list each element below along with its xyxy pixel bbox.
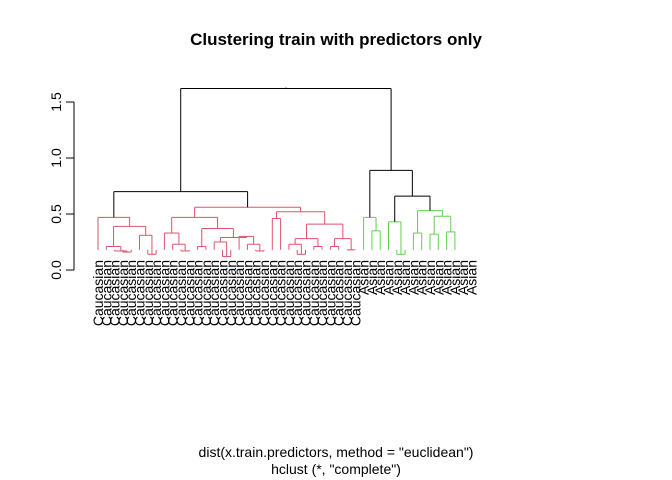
x-axis-label: dist(x.train.predictors, method = "eucli… <box>198 444 474 460</box>
leaf-label: Caucasian <box>90 260 106 326</box>
subtitle: hclust (*, "complete") <box>271 461 401 477</box>
leaf-label: Caucasian <box>223 260 239 326</box>
y-tick-label: 1.5 <box>48 92 64 112</box>
leaf-label: Asian <box>414 260 430 295</box>
leaf-label: Caucasian <box>264 260 280 326</box>
leaf-label: Caucasian <box>215 260 231 326</box>
dendrogram-tree <box>97 87 456 258</box>
leaf-label: Asian <box>447 260 463 295</box>
leaf-label: Asian <box>372 260 388 295</box>
leaf-label: Caucasian <box>289 260 305 326</box>
leaf-label: Asian <box>397 260 413 295</box>
leaf-label: Asian <box>405 260 421 295</box>
leaf-label: Caucasian <box>306 260 322 326</box>
leaf-label: Asian <box>439 260 455 295</box>
leaf-label: Caucasian <box>347 260 363 326</box>
chart-title: Clustering train with predictors only <box>190 30 482 49</box>
leaf-label: Asian <box>356 260 372 295</box>
leaf-label: Caucasian <box>190 260 206 326</box>
leaf-label: Caucasian <box>132 260 148 326</box>
leaf-label: Caucasian <box>173 260 189 326</box>
y-tick-label: 0.0 <box>48 260 64 280</box>
leaf-label: Caucasian <box>322 260 338 326</box>
y-tick-label: 0.5 <box>48 204 64 224</box>
leaf-label: Caucasian <box>165 260 181 326</box>
leaf-label: Caucasian <box>115 260 131 326</box>
leaf-label: Caucasian <box>98 260 114 326</box>
leaf-label: Asian <box>455 260 471 295</box>
leaf-label: Caucasian <box>314 260 330 326</box>
leaf-label: Caucasian <box>181 260 197 326</box>
leaf-label: Caucasian <box>231 260 247 326</box>
leaf-label: Caucasian <box>239 260 255 326</box>
leaf-label: Caucasian <box>206 260 222 326</box>
leaf-label: Asian <box>464 260 480 295</box>
leaf-label: Caucasian <box>273 260 289 326</box>
leaf-label: Caucasian <box>123 260 139 326</box>
leaf-label: Asian <box>389 260 405 295</box>
leaf-label: Caucasian <box>331 260 347 326</box>
leaf-label: Caucasian <box>281 260 297 326</box>
leaf-label: Caucasian <box>198 260 214 326</box>
leaf-label: Caucasian <box>339 260 355 326</box>
leaf-label: Caucasian <box>140 260 156 326</box>
leaf-label: Caucasian <box>248 260 264 326</box>
leaf-label: Caucasian <box>148 260 164 326</box>
leaf-label: Asian <box>422 260 438 295</box>
leaf-label: Asian <box>430 260 446 295</box>
y-axis: 0.0 0.5 1.0 1.5 <box>48 92 75 280</box>
leaf-labels: CaucasianCaucasianCaucasianCaucasianCauc… <box>90 260 480 326</box>
leaf-label: Asian <box>364 260 380 295</box>
leaf-label: Asian <box>381 260 397 295</box>
leaf-label: Caucasian <box>256 260 272 326</box>
y-tick-label: 1.0 <box>48 148 64 168</box>
leaf-label: Caucasian <box>156 260 172 326</box>
leaf-label: Caucasian <box>298 260 314 326</box>
leaf-label: Caucasian <box>107 260 123 326</box>
